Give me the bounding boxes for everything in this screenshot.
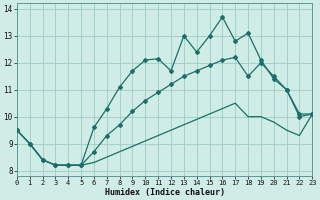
- X-axis label: Humidex (Indice chaleur): Humidex (Indice chaleur): [105, 188, 225, 197]
